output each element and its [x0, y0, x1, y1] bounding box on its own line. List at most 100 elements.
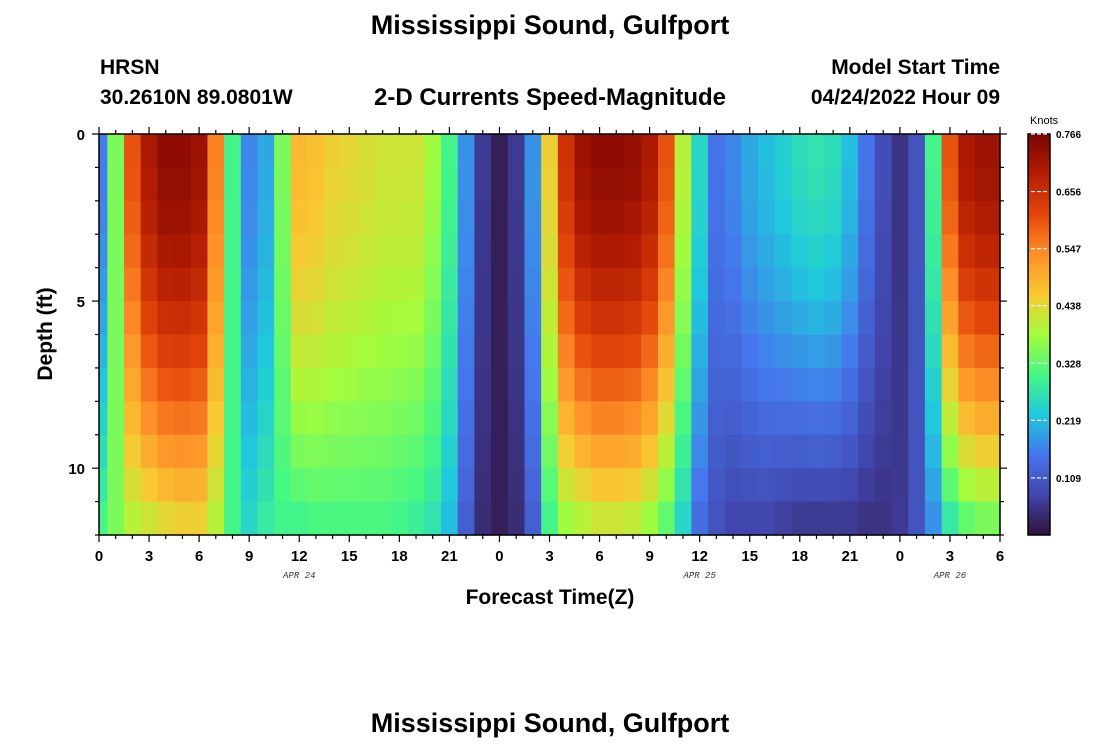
heatmap-cell [474, 234, 492, 269]
heatmap-cell [207, 301, 225, 336]
heatmap-cell [941, 234, 959, 269]
heatmap-cell [841, 301, 859, 336]
heatmap-cell [307, 167, 325, 202]
heatmap-cell [474, 334, 492, 369]
heatmap-cell [607, 501, 626, 536]
heatmap-cell [257, 367, 275, 402]
heatmap-cell [407, 200, 425, 235]
heatmap-cell [874, 334, 893, 369]
heatmap-cell [290, 501, 309, 536]
heatmap-cell [524, 367, 542, 402]
heatmap-cell [441, 434, 459, 469]
y-tick-label: 5 [77, 294, 85, 311]
heatmap-cell [908, 501, 926, 536]
heatmap-cell [824, 134, 843, 169]
heatmap-cell [674, 134, 692, 169]
heatmap-cell [924, 167, 943, 202]
heatmap-cell [107, 200, 125, 235]
heatmap-cell [557, 200, 576, 235]
heatmap-cell [474, 267, 492, 302]
heatmap-cell [340, 367, 359, 402]
heatmap-cell [791, 468, 809, 503]
heatmap-cell [774, 434, 793, 469]
heatmap-cell [708, 167, 726, 202]
heatmap-cell [307, 234, 325, 269]
heatmap-cell [974, 468, 993, 503]
heatmap-cell [791, 501, 809, 536]
heatmap-cell [374, 200, 392, 235]
heatmap-cell [841, 468, 859, 503]
heatmap-cell [657, 134, 676, 169]
heatmap-cell [207, 167, 225, 202]
heatmap-cell [107, 367, 125, 402]
heatmap-cell [140, 434, 158, 469]
heatmap-cell [491, 401, 509, 436]
heatmap-cell [541, 134, 559, 169]
heatmap-cell [574, 501, 592, 536]
heatmap-cell [774, 367, 793, 402]
heatmap-cell [824, 234, 843, 269]
heatmap-cell [190, 200, 209, 235]
heatmap-cell [808, 200, 826, 235]
heatmap-cell [758, 267, 776, 302]
heatmap-cell [858, 367, 876, 402]
heatmap-cell [774, 200, 793, 235]
heatmap-cell [99, 234, 108, 269]
heatmap-cell [674, 401, 692, 436]
heatmap-cell [708, 134, 726, 169]
heatmap-cell [357, 234, 375, 269]
heatmap-cell [157, 234, 175, 269]
station-coordinates: 30.2610N 89.0801W [100, 86, 293, 109]
heatmap-cell [924, 134, 943, 169]
heatmap-cell [791, 434, 809, 469]
heatmap-cell [124, 334, 142, 369]
heatmap-cell [357, 267, 375, 302]
heatmap-cell [758, 301, 776, 336]
heatmap-cell [591, 234, 609, 269]
heatmap-cell [390, 200, 409, 235]
heatmap-cell [324, 234, 342, 269]
heatmap-cell [524, 200, 542, 235]
heatmap-cell [841, 167, 859, 202]
heatmap-cell [607, 234, 626, 269]
heatmap-cell [99, 501, 108, 536]
colorbar-unit: Knots [1030, 115, 1059, 127]
x-date-label: APR 26 [933, 571, 967, 581]
heatmap-cell [374, 301, 392, 336]
heatmap-cell [240, 134, 259, 169]
heatmap-cell [307, 401, 325, 436]
heatmap-cell [591, 267, 609, 302]
heatmap-cell [758, 401, 776, 436]
heatmap-cell [591, 200, 609, 235]
heatmap-cell [791, 167, 809, 202]
heatmap-cell [624, 468, 642, 503]
heatmap-cell [991, 367, 1001, 402]
heatmap-cell [424, 501, 442, 536]
heatmap-cell [99, 200, 108, 235]
heatmap-cell [290, 301, 309, 336]
heatmap-cell [641, 367, 659, 402]
heatmap-cell [958, 267, 976, 302]
heatmap-cell [507, 200, 526, 235]
heatmap-cell [157, 468, 175, 503]
heatmap-cell [207, 401, 225, 436]
heatmap-cell [741, 301, 759, 336]
heatmap-cell [240, 501, 259, 536]
heatmap-cell [257, 134, 275, 169]
heatmap-cell [691, 134, 709, 169]
heatmap-cell [374, 167, 392, 202]
heatmap-cell [424, 367, 442, 402]
x-tick-label: 18 [391, 548, 408, 565]
heatmap-cell [607, 468, 626, 503]
heatmap-cell [140, 367, 158, 402]
heatmap-cell [674, 434, 692, 469]
heatmap-cell [240, 301, 259, 336]
heatmap-cell [441, 501, 459, 536]
heatmap-cell [107, 301, 125, 336]
heatmap-cell [557, 301, 576, 336]
heatmap-cell [190, 434, 209, 469]
heatmap-cell [874, 468, 893, 503]
x-axis: 0 3 6 9 12 15 18 21 0 3 6 9 12 15 18 21 0 3 6 APR 24 APR 25 A… [95, 127, 1004, 581]
heatmap-cell [457, 167, 476, 202]
heatmap-cell [924, 334, 943, 369]
